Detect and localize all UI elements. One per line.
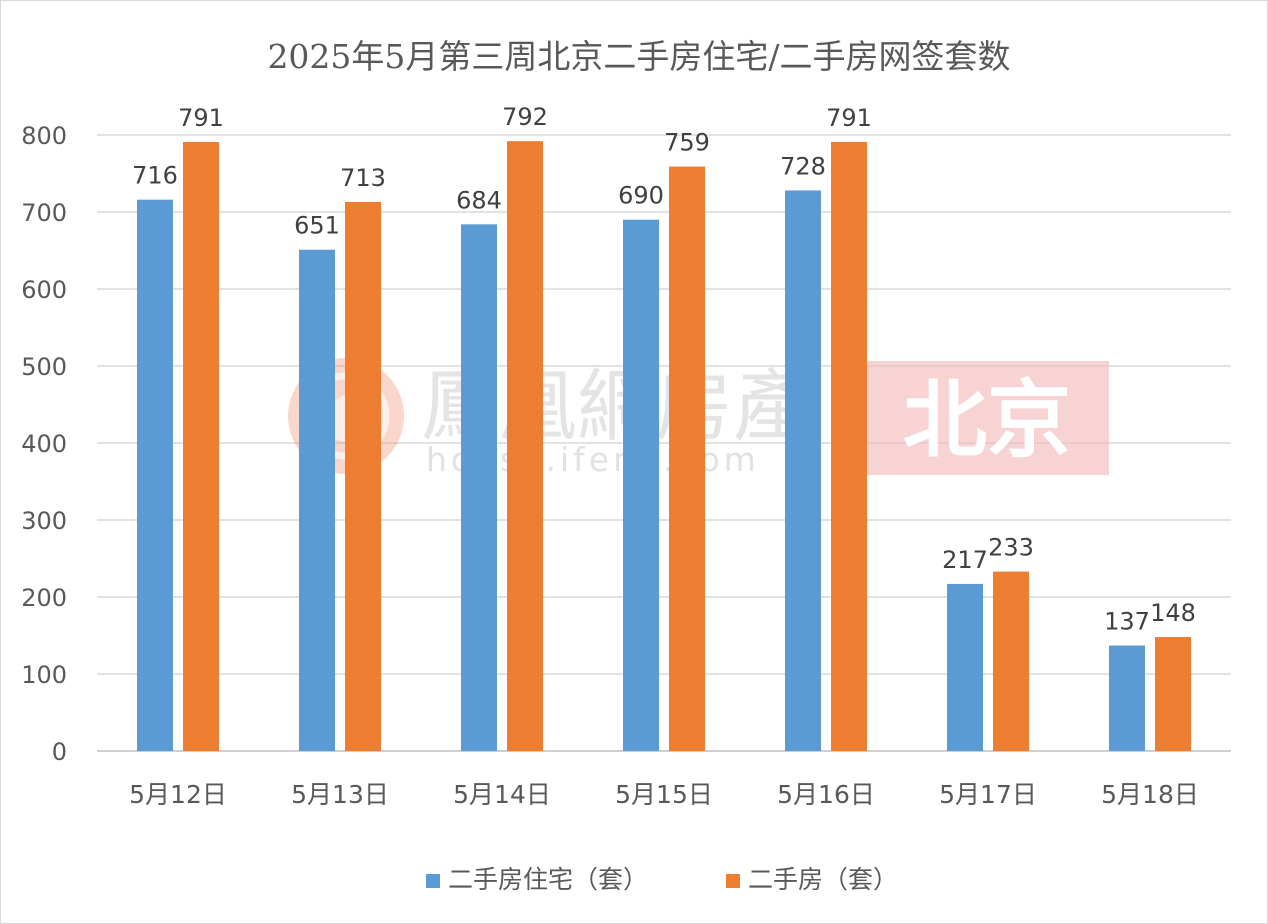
x-tick-label: 5月15日 (615, 780, 713, 809)
y-tick-label: 300 (21, 507, 67, 535)
y-tick-label: 700 (21, 199, 67, 227)
watermark-city: 北京 (903, 371, 1071, 469)
y-tick-label: 400 (21, 430, 67, 458)
data-label: 792 (502, 103, 548, 131)
data-label: 791 (826, 104, 872, 132)
bar-series-0 (785, 190, 821, 751)
x-tick-label: 5月12日 (129, 780, 227, 809)
data-label: 217 (942, 546, 988, 574)
x-tick-label: 5月13日 (291, 780, 389, 809)
x-tick-label: 5月17日 (939, 780, 1037, 809)
bar-series-1 (831, 141, 867, 751)
data-label: 759 (664, 129, 710, 157)
bar-series-1 (669, 166, 705, 751)
data-label: 684 (456, 186, 502, 214)
data-label: 137 (1104, 608, 1150, 636)
y-tick-label: 800 (21, 122, 67, 150)
y-tick-label: 200 (21, 584, 67, 612)
data-label: 791 (178, 104, 224, 132)
bars (137, 141, 1191, 752)
bar-series-0 (461, 224, 497, 751)
data-label: 716 (132, 162, 178, 190)
legend-swatch (426, 874, 440, 888)
data-label: 651 (294, 212, 340, 240)
chart-title: 2025年5月第三周北京二手房住宅/二手房网签套数 (267, 37, 1010, 76)
data-label: 713 (340, 164, 386, 192)
data-label: 148 (1150, 599, 1196, 627)
y-tick-label: 0 (52, 738, 67, 766)
y-tick-label: 500 (21, 353, 67, 381)
legend-label: 二手房住宅（套） (448, 865, 648, 894)
bar-series-1 (345, 201, 381, 752)
bar-series-1 (1155, 637, 1191, 751)
data-label: 728 (780, 152, 826, 180)
x-tick-label: 5月16日 (777, 780, 875, 809)
legend: 二手房住宅（套） 二手房（套） (426, 865, 898, 894)
bar-series-0 (623, 219, 659, 751)
data-label: 233 (988, 534, 1034, 562)
bar-series-1 (993, 571, 1029, 751)
y-axis: 0 100 200 300 400 500 600 700 800 (21, 122, 67, 766)
watermark-city-badge (865, 361, 1109, 475)
x-axis: 5月12日 5月13日 5月14日 5月15日 5月16日 5月17日 5月18日 (129, 780, 1199, 809)
bar-series-0 (1109, 645, 1145, 751)
bar-series-1 (183, 141, 219, 751)
legend-swatch (726, 874, 740, 888)
x-tick-label: 5月18日 (1101, 780, 1199, 809)
legend-label: 二手房（套） (748, 865, 898, 894)
y-tick-label: 100 (21, 661, 67, 689)
data-label: 690 (618, 182, 664, 210)
bar-series-0 (947, 583, 983, 751)
grid-lines (97, 134, 1231, 752)
bar-series-0 (137, 199, 173, 751)
x-tick-label: 5月14日 (453, 780, 551, 809)
bar-series-0 (299, 249, 335, 752)
y-tick-label: 600 (21, 276, 67, 304)
bar-series-1 (507, 141, 543, 751)
